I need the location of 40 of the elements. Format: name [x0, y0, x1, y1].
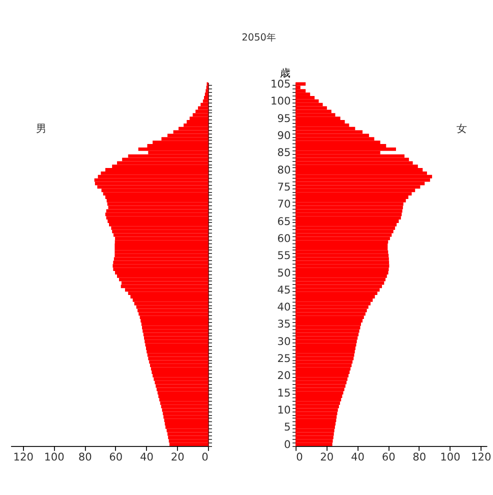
y-tick-label: 65 [277, 214, 291, 228]
x-tick-label: 80 [412, 450, 426, 464]
x-tick-label: 120 [13, 450, 34, 464]
y-tick-label: 80 [277, 163, 291, 176]
y-tick-label: 50 [277, 266, 291, 280]
y-tick-label: 55 [277, 249, 291, 262]
y-tick-label: 15 [277, 386, 291, 400]
y-tick-label: 20 [277, 369, 291, 382]
y-tick-label: 25 [277, 352, 291, 366]
y-tick-label: 60 [277, 232, 291, 245]
y-tick-label: 35 [277, 318, 291, 331]
y-tick-label: 90 [277, 128, 291, 142]
y-tick-label: 45 [277, 283, 291, 296]
y-tick-label: 95 [277, 112, 291, 125]
x-tick-label: 20 [170, 450, 185, 464]
y-tick-label: 105 [270, 78, 291, 91]
x-tick-label: 0 [296, 450, 304, 464]
chart-title: 2050年 [242, 32, 276, 44]
y-axis-title: 歳 [280, 66, 291, 80]
annotation: 女 [456, 122, 468, 135]
x-tick-label: 0 [202, 450, 209, 464]
x-tick-label: 120 [470, 450, 492, 464]
x-tick-label: 80 [78, 450, 92, 464]
x-tick-label: 100 [44, 450, 65, 464]
y-tick-label: 10 [277, 404, 291, 417]
y-tick-label: 30 [277, 334, 291, 348]
y-tick-label: 75 [277, 180, 291, 194]
x-tick-label: 20 [320, 450, 334, 464]
x-tick-label: 40 [140, 450, 154, 464]
x-tick-label: 60 [382, 450, 396, 464]
y-tick-label: 70 [277, 198, 291, 211]
y-tick-label: 40 [277, 300, 291, 314]
x-tick-label: 40 [350, 450, 365, 464]
y-tick-label: 100 [270, 94, 291, 108]
y-tick-label: 85 [277, 146, 291, 160]
annotation: 男 [36, 122, 48, 135]
y-tick-label: 0 [284, 438, 291, 451]
x-tick-label: 60 [109, 450, 123, 464]
x-tick-label: 100 [440, 450, 461, 464]
y-tick-label: 5 [284, 420, 291, 434]
